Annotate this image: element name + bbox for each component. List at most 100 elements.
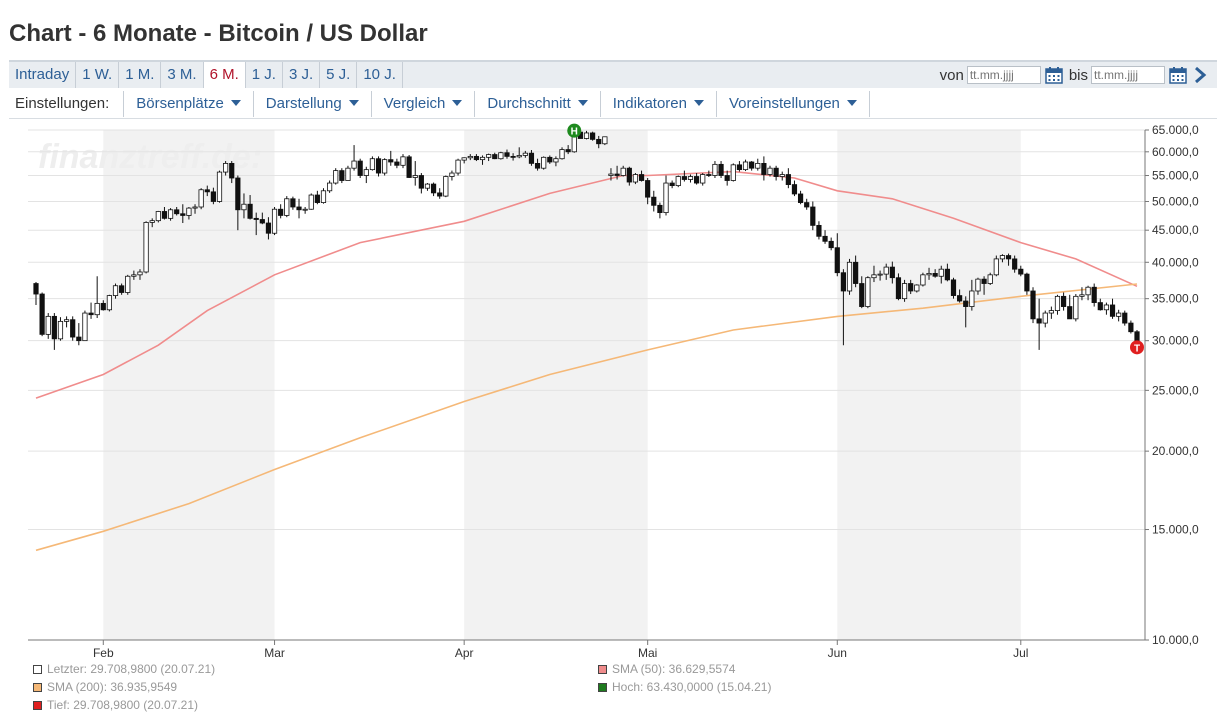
candle-body — [504, 152, 510, 157]
candle-body — [430, 183, 437, 194]
tab-10-j[interactable]: 10 J. — [357, 62, 403, 88]
candle — [908, 279, 914, 295]
candle — [51, 313, 57, 350]
candle — [186, 206, 192, 220]
candle — [498, 151, 504, 160]
candle — [39, 292, 45, 337]
candle — [94, 276, 100, 319]
to-date-input[interactable] — [1091, 66, 1165, 84]
y-tick-label: 40.000,0 — [1152, 255, 1199, 269]
candle — [944, 263, 950, 282]
candle — [663, 175, 669, 216]
candle — [437, 188, 443, 199]
candle-body — [149, 220, 155, 223]
candle-body — [339, 170, 345, 181]
candle-body — [112, 285, 119, 296]
candle — [1005, 253, 1012, 266]
candle-body — [657, 204, 663, 214]
candle — [106, 294, 112, 312]
candle-body — [969, 290, 975, 307]
candle — [718, 161, 724, 179]
candle — [443, 175, 449, 198]
candle-body — [761, 163, 767, 175]
candle-body — [437, 192, 443, 197]
page-title: Chart - 6 Monate - Bitcoin / US Dollar — [9, 20, 428, 47]
candle-body — [284, 198, 290, 216]
menu-indikatoren[interactable]: Indikatoren — [601, 91, 717, 117]
candle — [326, 180, 333, 193]
candle-body — [736, 164, 743, 171]
tab-3-m[interactable]: 3 M. — [161, 62, 204, 88]
candle-body — [51, 315, 57, 340]
candle — [461, 157, 467, 164]
candle — [253, 212, 259, 236]
tab-5-j[interactable]: 5 J. — [320, 62, 358, 88]
candle-body — [302, 208, 308, 211]
candle — [1079, 287, 1085, 301]
candle-body — [547, 156, 553, 163]
from-date-input[interactable] — [966, 66, 1041, 84]
menu-vergleich[interactable]: Vergleich — [372, 91, 476, 117]
legend-text: Tief: 29.708,9800 (20.07.21) — [47, 698, 198, 712]
menu-durchschnitt[interactable]: Durchschnitt — [475, 91, 601, 117]
candle — [70, 316, 76, 341]
candle — [749, 161, 755, 171]
candle — [388, 150, 394, 166]
candle-body — [63, 319, 70, 322]
date-range: von bis — [940, 62, 1207, 88]
candle — [938, 265, 944, 284]
chevron-right-icon[interactable] — [1193, 66, 1207, 84]
menu-boersenplaetze[interactable]: Börsenplätze — [124, 91, 254, 117]
candle-body — [938, 268, 944, 277]
tab-1-m[interactable]: 1 M. — [119, 62, 162, 88]
candle — [553, 156, 559, 167]
menu-label: Indikatoren — [612, 95, 687, 112]
candle — [76, 323, 82, 346]
candle-body — [687, 176, 694, 180]
candle-body — [204, 189, 210, 193]
candle-body — [804, 202, 810, 208]
candle-body — [33, 283, 39, 295]
candle-body — [1103, 304, 1110, 311]
tab-1-j[interactable]: 1 J. — [246, 62, 283, 88]
candle — [125, 274, 131, 295]
candle-body — [100, 302, 106, 311]
candle-body — [1042, 312, 1048, 324]
tab-intraday[interactable]: Intraday — [9, 62, 77, 88]
candle-body — [626, 167, 632, 183]
candle — [895, 273, 902, 301]
candle-body — [999, 255, 1006, 260]
candle — [810, 201, 816, 231]
candle — [271, 206, 278, 236]
candle — [638, 170, 645, 182]
y-tick-label: 45.000,0 — [1152, 223, 1199, 237]
candle-body — [467, 155, 473, 159]
candle-body — [1005, 255, 1012, 260]
candle — [712, 161, 718, 179]
candle-body — [663, 182, 669, 214]
y-tick-label: 25.000,0 — [1152, 383, 1199, 397]
candle-body — [492, 154, 498, 160]
candle-body — [920, 274, 926, 286]
candle-body — [345, 167, 351, 181]
candle — [669, 180, 675, 189]
tab-6-m[interactable]: 6 M. — [203, 62, 246, 88]
tab-3-j[interactable]: 3 J. — [283, 62, 321, 88]
candle — [137, 269, 143, 280]
candle — [742, 159, 749, 172]
candle-body — [834, 247, 840, 274]
candle — [736, 161, 743, 172]
candle-body — [590, 132, 596, 140]
calendar-icon[interactable] — [1045, 66, 1063, 84]
x-tick-label: Feb — [93, 646, 114, 660]
menu-darstellung[interactable]: Darstellung — [254, 91, 372, 117]
tab-1-w[interactable]: 1 W. — [76, 62, 120, 88]
candle — [969, 279, 975, 311]
candle-body — [186, 207, 192, 216]
candle — [853, 255, 859, 288]
calendar-icon[interactable] — [1169, 66, 1187, 84]
menu-label: Voreinstellungen — [728, 95, 840, 112]
candle — [149, 218, 155, 228]
candle — [296, 198, 302, 219]
menu-voreinstellungen[interactable]: Voreinstellungen — [717, 91, 870, 117]
